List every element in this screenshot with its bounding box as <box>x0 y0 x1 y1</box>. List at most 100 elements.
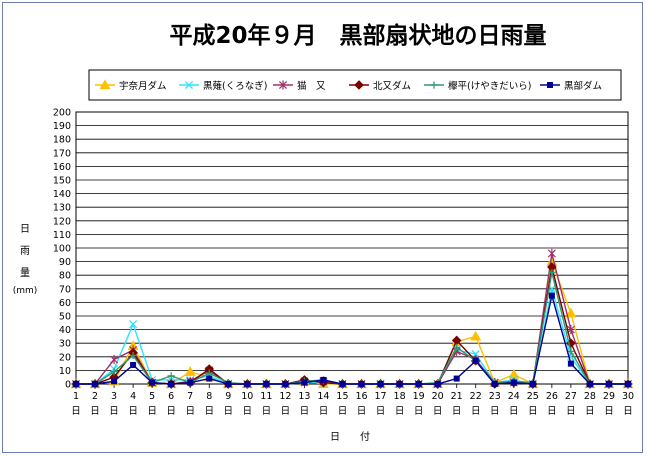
x-tick-label: 3 <box>111 391 117 402</box>
data-point <box>320 376 327 383</box>
x-tick-suffix: 日 <box>281 406 291 417</box>
y-tick-label: 70 <box>59 284 71 295</box>
y-tick-label: 40 <box>59 325 71 336</box>
data-point <box>415 381 422 387</box>
legend-label: 黒部ダム <box>564 80 602 92</box>
chart-frame: 平成20年９月 黒部扇状地の日雨量 宇奈月ダム 黒薙(くろなぎ) 猫 又 北又ダム 欅平… <box>2 2 643 453</box>
x-tick-label: 18 <box>394 391 406 402</box>
x-tick-label: 15 <box>336 391 348 402</box>
data-point <box>529 381 536 387</box>
x-tick-label: 26 <box>546 391 558 402</box>
x-tick-suffix: 日 <box>604 406 614 417</box>
x-tick-suffix: 日 <box>224 406 234 417</box>
x-tick-label: 28 <box>584 391 596 402</box>
legend-label: 欅平(けやきだいら) <box>448 81 531 92</box>
x-tick-label: 4 <box>130 391 136 402</box>
legend-entry: 黒薙(くろなぎ) <box>179 80 267 92</box>
legend-label: 宇奈月ダム <box>119 80 167 92</box>
x-tick-label: 2 <box>92 391 98 402</box>
x-tick-suffix: 日 <box>452 406 462 417</box>
x-tick-suffix: 日 <box>528 406 538 417</box>
x-tick-suffix: 日 <box>471 406 481 417</box>
data-point <box>92 381 99 387</box>
x-tick-label: 23 <box>489 391 501 402</box>
y-tick-label: 100 <box>53 244 71 255</box>
data-point <box>567 347 575 355</box>
series-1 <box>71 284 633 389</box>
x-tick-suffix: 日 <box>395 406 405 417</box>
x-tick-suffix: 日 <box>243 406 253 417</box>
data-point <box>605 381 612 387</box>
x-tick-suffix: 日 <box>490 406 500 417</box>
plot-area: 0102030405060708090100110120130140150160… <box>53 108 634 418</box>
data-point <box>548 268 556 277</box>
y-label-part: 雨 <box>20 246 30 257</box>
data-point <box>73 381 79 387</box>
x-tick-label: 10 <box>241 391 253 402</box>
x-tick-label: 7 <box>187 391 193 402</box>
legend-entry: 猫 又 <box>273 80 326 92</box>
data-point <box>339 381 346 387</box>
x-tick-label: 8 <box>206 391 212 402</box>
x-tick-suffix: 日 <box>71 406 81 417</box>
legend: 宇奈月ダム 黒薙(くろなぎ) 猫 又 北又ダム 欅平(けやきだいら) 黒部ダム <box>88 69 622 101</box>
series-2 <box>71 248 633 389</box>
x-tick-suffix: 日 <box>509 406 519 417</box>
series-line <box>76 295 628 385</box>
x-tick-suffix: 日 <box>338 406 348 417</box>
legend-label: 黒薙(くろなぎ) <box>203 80 267 92</box>
legend-entry: 黒部ダム <box>540 80 602 92</box>
x-tick-label: 17 <box>375 391 387 402</box>
x-tick-label: 30 <box>622 391 634 402</box>
data-point <box>548 292 555 299</box>
data-point <box>149 379 156 386</box>
data-point <box>129 351 137 360</box>
y-tick-label: 0 <box>65 380 71 391</box>
legend-entry: 宇奈月ダム <box>95 79 167 92</box>
legend-marker <box>184 80 194 90</box>
x-tick-suffix: 日 <box>109 406 119 417</box>
legend-label: 北又ダム <box>373 80 411 92</box>
data-point <box>470 330 482 341</box>
y-tick-label: 10 <box>59 366 71 377</box>
y-axis-label: 日雨量 (mm) <box>13 224 38 296</box>
x-tick-label: 25 <box>527 391 539 402</box>
data-point <box>130 361 137 368</box>
data-point <box>168 381 175 387</box>
x-tick-label: 19 <box>413 391 425 402</box>
data-point <box>625 381 631 387</box>
x-tick-suffix: 日 <box>262 406 272 417</box>
data-point <box>472 357 479 364</box>
data-point <box>263 381 270 387</box>
legend-marker <box>354 80 364 90</box>
data-point <box>567 360 574 367</box>
data-point <box>396 381 403 387</box>
data-point <box>377 381 384 387</box>
y-tick-label: 60 <box>59 298 71 309</box>
data-point <box>206 375 213 382</box>
x-tick-suffix: 日 <box>166 406 176 417</box>
data-point <box>187 379 194 386</box>
data-point <box>510 379 517 386</box>
x-tick-suffix: 日 <box>623 406 633 417</box>
x-tick-label: 1 <box>73 391 79 402</box>
data-point <box>184 366 196 376</box>
y-tick-label: 80 <box>59 271 71 282</box>
x-tick-label: 13 <box>298 391 310 402</box>
x-axis-label: 日 付 <box>330 430 370 443</box>
x-tick-label: 12 <box>279 391 291 402</box>
data-point <box>110 368 118 376</box>
x-tick-label: 27 <box>565 391 577 402</box>
x-tick-suffix: 日 <box>185 406 195 417</box>
x-tick-suffix: 日 <box>319 406 329 417</box>
legend-label: 猫 又 <box>297 80 326 92</box>
data-point <box>453 375 460 382</box>
legend-marker <box>430 81 438 89</box>
legend-marker <box>547 82 553 88</box>
x-tick-suffix: 日 <box>128 406 138 417</box>
y-tick-label: 160 <box>53 162 71 173</box>
data-point <box>565 307 577 318</box>
y-tick-label: 130 <box>53 203 71 214</box>
legend-marker <box>278 80 288 90</box>
y-label-part: 日 <box>20 224 30 235</box>
